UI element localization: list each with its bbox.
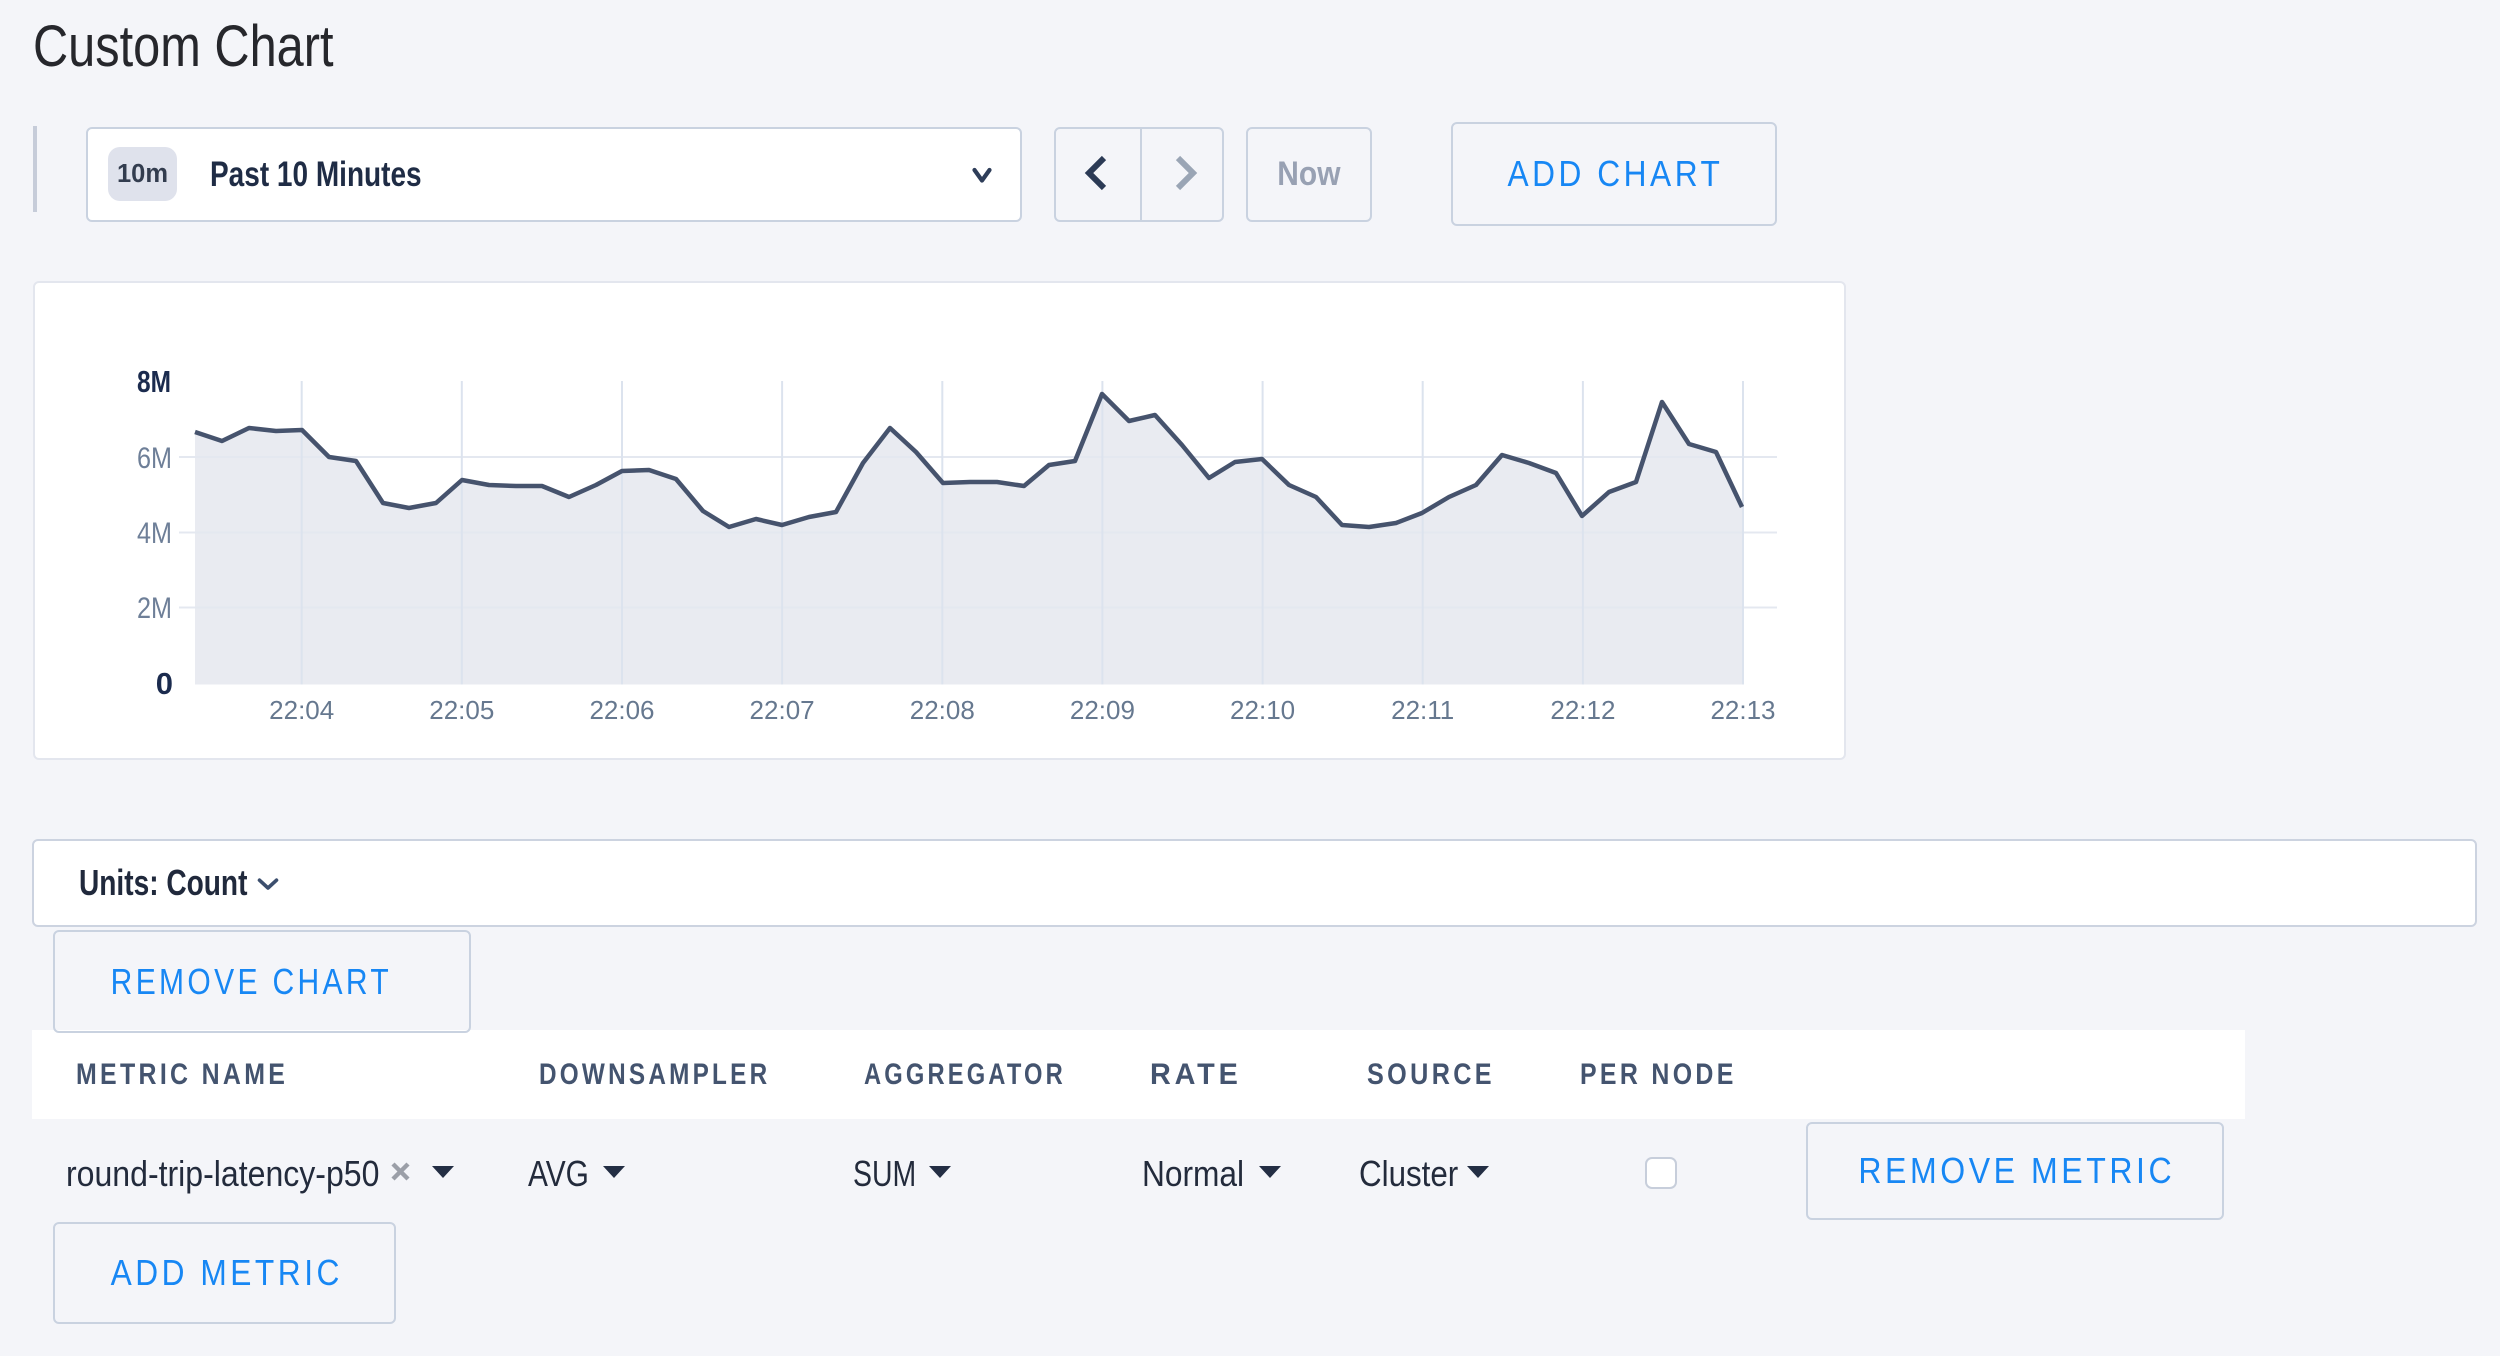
svg-text:22:11: 22:11 [1391,695,1454,725]
svg-text:22:10: 22:10 [1230,695,1295,725]
svg-text:22:05: 22:05 [429,695,494,725]
svg-text:22:08: 22:08 [910,695,975,725]
svg-text:22:12: 22:12 [1550,695,1615,725]
svg-text:22:04: 22:04 [269,695,334,725]
svg-text:2M: 2M [137,592,172,625]
svg-text:0: 0 [156,666,173,701]
svg-text:22:09: 22:09 [1070,695,1135,725]
svg-text:22:13: 22:13 [1710,695,1775,725]
svg-text:22:06: 22:06 [589,695,654,725]
svg-text:8M: 8M [137,364,171,399]
svg-text:4M: 4M [137,517,172,550]
svg-text:22:07: 22:07 [750,695,815,725]
svg-text:6M: 6M [137,442,172,475]
